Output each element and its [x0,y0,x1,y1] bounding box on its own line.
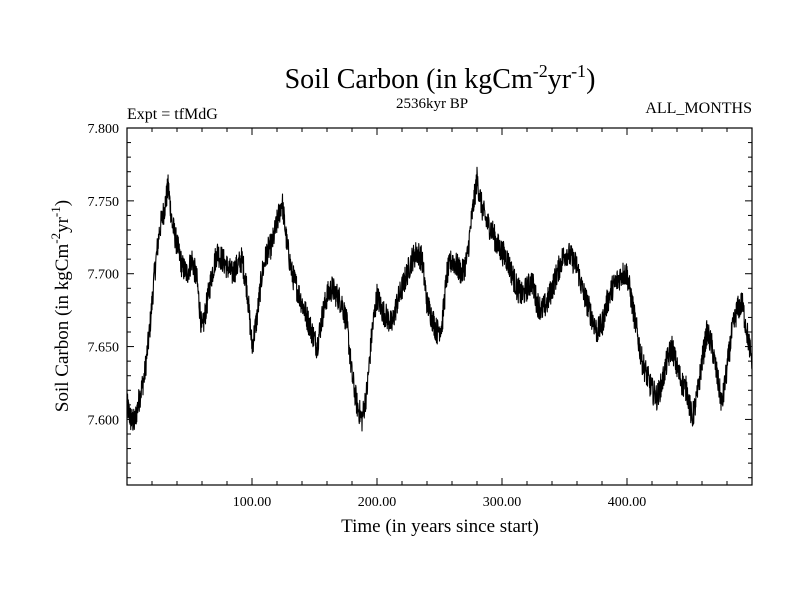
y-tick-label: 7.650 [88,341,120,356]
y-tick-label: 7.800 [88,122,120,137]
months-label: ALL_MONTHS [645,100,752,117]
y-tick-label: 7.750 [88,195,120,210]
y-tick-label: 7.700 [88,268,120,283]
period-label: 2536kyr BP [396,96,468,112]
plot-frame [126,127,753,486]
y-axis-label: Soil Carbon (in kgCm-2yr-1) [48,200,73,412]
series-line [126,166,753,432]
x-tick-label: 400.00 [608,495,647,510]
x-tick-label: 200.00 [358,495,397,510]
experiment-label: Expt = tfMdG [127,106,218,123]
y-tick-label: 7.600 [88,413,120,428]
x-axis-label: Time (in years since start) [341,516,539,537]
x-tick-label: 300.00 [483,495,522,510]
chart-title: Soil Carbon (in kgCm-2yr-1) [285,61,596,95]
x-tick-label: 100.00 [233,495,272,510]
